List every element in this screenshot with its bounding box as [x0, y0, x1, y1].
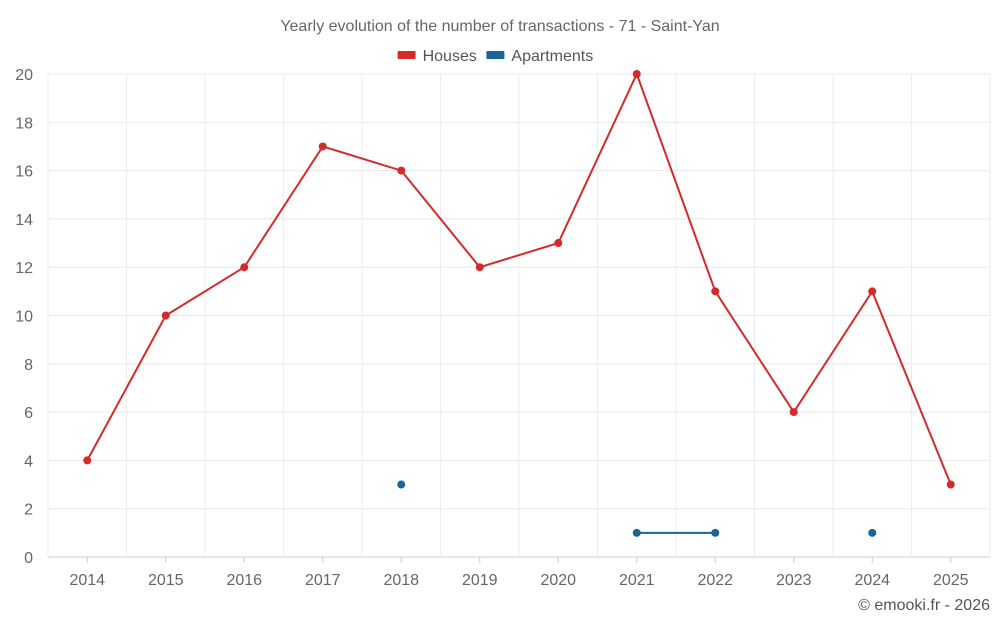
x-tick-label: 2014: [69, 572, 105, 589]
houses-point[interactable]: [83, 456, 92, 465]
legend-label-houses[interactable]: Houses: [423, 48, 477, 65]
y-tick-label: 0: [24, 550, 33, 567]
apartments-point[interactable]: [868, 528, 877, 537]
houses-point[interactable]: [475, 263, 484, 272]
grid: [47, 73, 991, 558]
x-tick-label: 2018: [383, 572, 419, 589]
houses-point[interactable]: [946, 480, 955, 489]
x-tick-label: 2017: [305, 572, 341, 589]
y-tick-label: 10: [15, 309, 33, 326]
x-tick-label: 2024: [854, 572, 890, 589]
houses-point[interactable]: [789, 408, 798, 417]
houses-point[interactable]: [397, 166, 406, 175]
x-tick-label: 2025: [933, 572, 969, 589]
y-tick-label: 20: [15, 67, 33, 84]
houses-point[interactable]: [711, 287, 720, 296]
legend-swatch-houses: [397, 51, 416, 59]
x-tick-label: 2022: [697, 572, 733, 589]
y-tick-label: 18: [15, 115, 33, 132]
houses-point[interactable]: [161, 311, 170, 320]
houses-point[interactable]: [318, 142, 327, 151]
x-tick-label: 2020: [540, 572, 576, 589]
houses-point[interactable]: [868, 287, 877, 296]
x-axis: 2014 2015 2016 2017 2018 2019 2020 2021 2022 2023…: [69, 557, 969, 589]
y-tick-label: 2: [24, 502, 33, 519]
x-tick-label: 2019: [462, 572, 498, 589]
chart-title: Yearly evolution of the number of transa…: [280, 18, 719, 35]
houses-line: [86, 71, 952, 485]
y-axis: 0 2 4 6 8 10 12 14 16 18 20: [15, 67, 33, 567]
y-tick-label: 16: [15, 164, 33, 181]
credit-text: © emooki.fr - 2026: [858, 597, 990, 614]
apartments-point[interactable]: [397, 480, 406, 489]
legend[interactable]: Houses Apartments: [397, 48, 594, 65]
apartments-point[interactable]: [711, 528, 720, 537]
legend-label-apartments[interactable]: Apartments: [511, 48, 593, 65]
x-tick-label: 2015: [148, 572, 184, 589]
y-tick-label: 14: [15, 212, 33, 229]
y-tick-label: 12: [15, 260, 33, 277]
apartments-point[interactable]: [632, 528, 641, 537]
y-tick-label: 8: [24, 357, 33, 374]
y-tick-label: 4: [24, 453, 33, 470]
legend-swatch-apartments: [486, 51, 505, 59]
x-tick-label: 2021: [619, 572, 655, 589]
series-group: [83, 70, 955, 537]
houses-point[interactable]: [240, 263, 249, 272]
houses-point[interactable]: [554, 239, 563, 248]
houses-point[interactable]: [632, 70, 641, 78]
x-tick-label: 2016: [226, 572, 262, 589]
y-tick-label: 6: [24, 405, 33, 422]
x-tick-label: 2023: [776, 572, 812, 589]
